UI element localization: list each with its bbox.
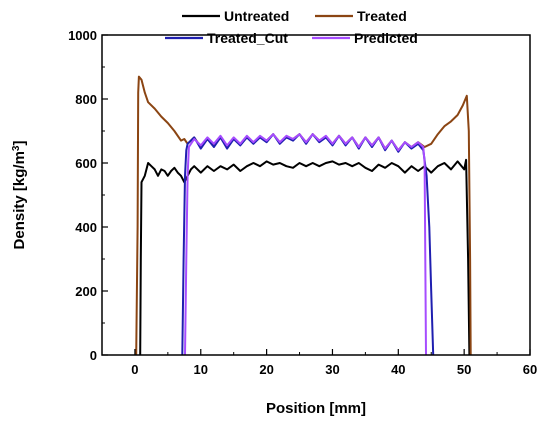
x-tick-label: 10 [194, 362, 208, 377]
x-tick-label: 30 [325, 362, 339, 377]
plot-area [135, 75, 472, 355]
x-axis-title: Position [mm] [266, 400, 366, 417]
y-tick-label: 400 [75, 220, 97, 235]
y-tick-label: 200 [75, 284, 97, 299]
legend-label-predicted: Predicted [354, 30, 418, 46]
y-tick-label: 600 [75, 156, 97, 171]
x-tick-label: 40 [391, 362, 405, 377]
plot-frame [101, 34, 531, 356]
y-tick-label: 800 [75, 92, 97, 107]
y-tick-label: 1000 [68, 28, 97, 43]
legend: Untreated Treated Treated_Cut Predicted [165, 8, 418, 46]
legend-label-treated: Treated [357, 8, 407, 24]
x-tick-label: 20 [259, 362, 273, 377]
x-tick-label: 0 [131, 362, 138, 377]
y-axis-title-superscript: 3 [11, 145, 22, 151]
y-axis-title: Density [kg/m3] [11, 141, 29, 250]
legend-label-treated-cut: Treated_Cut [207, 30, 288, 46]
y-axis-title-suffix: ] [11, 141, 28, 146]
series-line-untreated [139, 158, 471, 355]
x-tick-label: 50 [457, 362, 471, 377]
y-tick-label: 0 [90, 348, 97, 363]
x-tick-label: 60 [523, 362, 537, 377]
legend-label-untreated: Untreated [224, 8, 289, 24]
series-line-predicted [184, 133, 427, 355]
y-axis-title-main: Density [kg/m [11, 151, 28, 249]
